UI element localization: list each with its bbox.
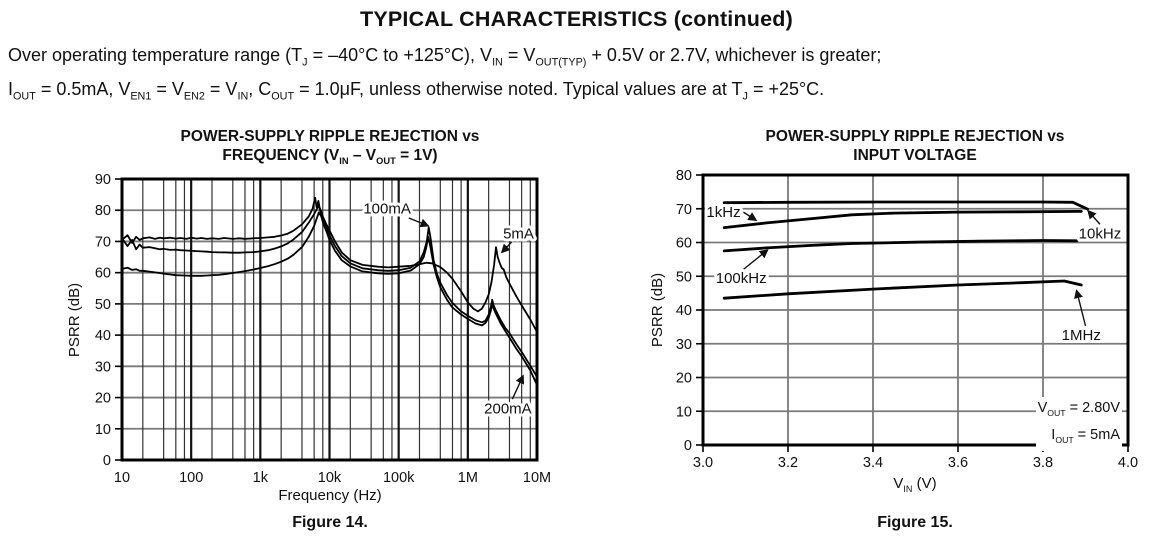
x-tick-label: 100k [383,470,415,486]
figure15-x-axis-label: VIN (V) [893,475,937,494]
x-tick-label: 3.8 [1033,455,1053,471]
curve-label-1kHz: 1kHz [706,204,740,221]
curve-label-1MHz: 1MHz [1062,327,1101,344]
figure14-title-line1: POWER-SUPPLY RIPPLE REJECTION vs [180,128,480,145]
y-tick-label: 80 [95,203,111,219]
annotation-arrow-1kHz [742,211,758,221]
curve-label-5mA: 5mA [503,226,534,243]
curve-1kHz [722,210,1083,229]
figure14-title: POWER-SUPPLY RIPPLE REJECTION vs FREQUEN… [80,128,580,170]
curve-label-10kHz: 10kHz [1079,226,1122,243]
curve-label-100mA: 100mA [363,201,411,218]
x-tick-label: 4.0 [1118,455,1138,471]
curve-1MHz [722,279,1083,300]
x-tick-label: 10 [114,470,130,486]
x-tick-label: 1M [458,470,478,486]
x-tick-label: 10k [318,470,342,486]
y-tick-label: 20 [95,391,111,407]
y-tick-label: 70 [676,202,692,218]
x-tick-label: 3.0 [693,455,713,471]
figure15-caption: Figure 15. [877,514,953,531]
annotation-arrow-5mA [500,241,513,254]
x-tick-label: 3.2 [778,455,798,471]
y-tick-label: 50 [95,297,111,313]
y-tick-label: 30 [676,337,692,353]
x-tick-label: 3.4 [863,455,883,471]
figure15-title: POWER-SUPPLY RIPPLE REJECTION vs INPUT V… [665,128,1153,165]
figure14-caption: Figure 14. [292,514,368,531]
conditions-line-2: IOUT = 0.5mA, VEN1 = VEN2 = VIN, COUT = … [8,78,825,103]
conditions-text: Over operating temperature range (TJ = –… [8,42,1153,109]
figure14-title-line2: FREQUENCY (VIN – VOUT = 1V) [222,146,438,166]
y-tick-label: 0 [684,438,692,454]
y-tick-label: 80 [676,168,692,184]
curve-200mA [121,211,538,387]
annotation-arrow-100mA [408,217,430,228]
x-tick-label: 10M [523,470,551,486]
plot-border [701,173,1130,447]
annotation-arrow-200mA [511,374,525,400]
figure15-title-line1: POWER-SUPPLY RIPPLE REJECTION vs [765,128,1065,145]
x-tick-label: 3.6 [948,455,968,471]
conditions-line-1: Over operating temperature range (TJ = –… [8,45,882,69]
y-tick-label: 50 [676,269,692,285]
y-tick-label: 40 [95,328,111,344]
annotation-arrow-100kHz [738,249,769,274]
page-title: TYPICAL CHARACTERISTICS (continued) [359,7,793,31]
figure15-inset-iout: IOUT = 5mA [1051,426,1120,445]
y-tick-label: 70 [95,234,111,250]
grid [122,179,537,460]
y-tick-label: 0 [103,453,111,469]
curve-100kHz [722,239,1079,253]
y-tick-label: 20 [676,371,692,387]
y-tick-label: 30 [95,359,111,375]
y-tick-label: 60 [676,236,692,252]
curve-10kHz [722,200,1090,211]
y-tick-label: 60 [95,266,111,282]
curve-label-200mA: 200mA [484,400,532,417]
curve-label-100kHz: 100kHz [716,270,767,287]
y-tick-label: 10 [676,404,692,420]
annotation-arrow-1MHz [1074,289,1087,327]
figure15-title-line2: INPUT VOLTAGE [853,146,977,164]
axis-ticks: 0 10 20 30 40 50 60 70 80 3.0 3.2 3.4 3.6 3.8 4.0 [676,168,1138,471]
figure15-inset-vout: VOUT = 2.80V [1037,400,1120,418]
y-tick-label: 10 [95,422,111,438]
plot-border [120,177,539,462]
curve-100mA [121,204,538,378]
x-tick-label: 1k [253,470,269,486]
y-tick-label: 40 [676,303,692,319]
figure15-conditions-inset: VOUT = 2.80V IOUT = 5mA [1035,397,1122,451]
annotation-arrow-10kHz [1087,209,1101,225]
x-tick-label: 100 [179,470,203,486]
figure15-plot: 0 10 20 30 40 50 60 70 80 3.0 3.2 3.4 3.6 3.8 4.0 1kHz 1… [676,168,1138,471]
figure14-x-axis-label: Frequency (Hz) [278,487,382,504]
y-tick-label: 90 [95,172,111,188]
